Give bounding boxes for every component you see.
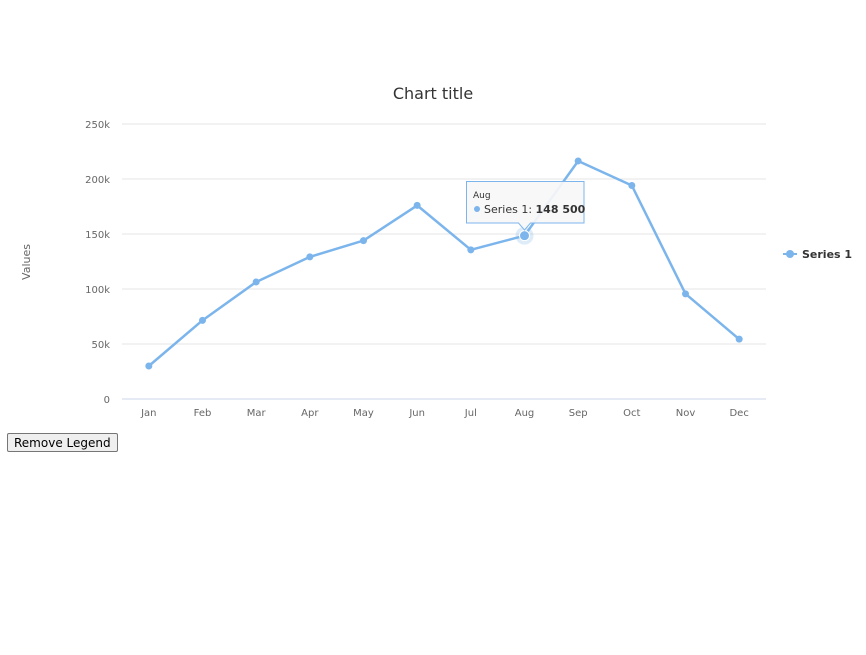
x-tick-label: Feb (194, 408, 212, 419)
y-axis-title: Values (20, 244, 33, 280)
tooltip-box (466, 181, 585, 231)
data-point[interactable] (574, 157, 582, 165)
tooltip-value: 148 500 (536, 203, 586, 216)
chart-title: Chart title (393, 84, 473, 103)
series-layer (145, 157, 743, 370)
tooltip-series-text: Series 1: 148 500 (484, 203, 586, 216)
x-tick-label: Oct (623, 408, 640, 419)
x-tick-label: Mar (247, 408, 267, 419)
data-point[interactable] (628, 181, 636, 189)
legend-symbol-marker (786, 250, 794, 258)
data-point[interactable] (360, 237, 367, 245)
x-axis-ticks: Jan Feb Mar Apr May Jun Jul Aug Sep Oct Nov Dec (140, 408, 749, 419)
data-point[interactable] (199, 316, 206, 324)
legend[interactable]: Series 1 (783, 248, 852, 261)
data-point[interactable] (467, 246, 475, 254)
data-point[interactable] (306, 253, 314, 261)
x-tick-label: Dec (729, 408, 748, 419)
y-tick-label: 150k (85, 230, 110, 241)
grid-lines (122, 123, 766, 345)
data-point[interactable] (682, 290, 689, 298)
data-point[interactable] (252, 278, 260, 286)
x-tick-label: Sep (569, 408, 588, 419)
hovered-data-point[interactable] (519, 230, 530, 242)
tooltip-series-marker (474, 206, 480, 212)
series-line (147, 159, 741, 368)
y-tick-label: 200k (85, 175, 110, 186)
y-axis-ticks: 0 50k 100k 150k 200k 250k (85, 120, 110, 406)
y-tick-label: 0 (104, 395, 110, 406)
line-chart: Chart title Values 050k100k150k200k250k … (20, 84, 852, 419)
y-tick-label: 50k (91, 340, 110, 351)
x-tick-label: May (353, 408, 374, 419)
legend-item-label[interactable]: Series 1 (802, 248, 852, 261)
x-tick-label: Jan (140, 408, 156, 419)
data-point[interactable] (145, 362, 153, 370)
chart-container: Chart title Values 0 50k 100k 150k 200k 250k … (20, 84, 852, 419)
tooltip: Aug Series 1: 148 500 (466, 181, 586, 245)
tooltip-series-label: Series 1: (484, 203, 536, 216)
y-tick-label: 100k (85, 285, 110, 296)
remove-legend-button[interactable]: Remove Legend (7, 433, 118, 452)
x-tick-label: Apr (301, 408, 319, 419)
x-tick-label: Jun (408, 408, 425, 419)
data-point[interactable] (413, 201, 421, 209)
y-tick-label: 250k (85, 120, 110, 131)
x-tick-label: Nov (676, 408, 696, 419)
x-tick-label: Jul (464, 408, 477, 419)
x-tick-label: Aug (515, 408, 535, 419)
data-point[interactable] (735, 335, 743, 343)
tooltip-category: Aug (473, 191, 491, 201)
